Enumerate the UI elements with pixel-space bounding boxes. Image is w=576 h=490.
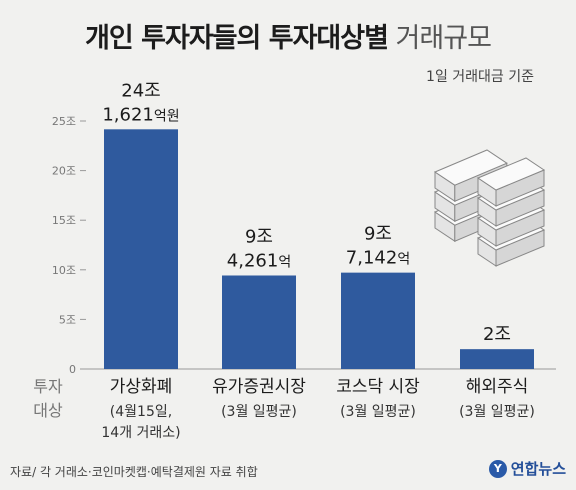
data-label-main: 9조	[364, 224, 392, 245]
chart-title: 개인 투자자들의 투자대상별 거래규모	[0, 16, 576, 55]
bar-2	[222, 275, 296, 369]
category-note: (3월 일평균)	[340, 404, 416, 420]
yonhap-logo: Y 연합뉴스	[488, 458, 566, 479]
logo-text: 연합뉴스	[510, 460, 566, 478]
category-label: 해외주식	[466, 377, 529, 397]
data-label-sub: 7,142억	[346, 248, 410, 269]
y-tick-label: 15조	[52, 214, 76, 227]
logo-mark-icon: Y	[488, 459, 507, 478]
category-label: 코스닥 시장	[336, 377, 420, 397]
data-label-main: 9조	[245, 226, 273, 247]
y-axis-label: 투자	[33, 377, 63, 396]
source-note: 자료/ 각 거래소·코인마켓캡·예탁결제원 자료 취합	[10, 465, 258, 479]
y-tick-label: 0	[69, 363, 76, 376]
category-label: 유가증권시장	[212, 377, 306, 397]
y-tick-label: 10조	[52, 264, 76, 277]
money-stack-icon	[433, 149, 546, 267]
bar-3	[341, 272, 415, 369]
category-note: (4월15일,	[110, 404, 172, 420]
y-tick-label: 5조	[59, 313, 76, 326]
data-label-sub: 1,621억원	[102, 104, 179, 125]
y-tick-label: 20조	[52, 165, 76, 178]
y-axis-label: 대상	[33, 401, 63, 420]
category-label: 가상화폐	[110, 377, 173, 397]
title-main: 개인 투자자들의 투자대상별	[85, 23, 389, 54]
data-label-sub: 4,261억	[227, 250, 291, 271]
data-label-main: 24조	[121, 80, 160, 101]
category-note: (3월 일평균)	[221, 404, 297, 420]
chart-subtitle: 1일 거래대금 기준	[426, 69, 534, 85]
title-light: 거래규모	[395, 23, 492, 54]
data-label-main: 2조	[483, 324, 511, 345]
y-tick-label: 25조	[52, 115, 76, 128]
category-note: (3월 일평균)	[459, 404, 535, 420]
bar-1	[104, 129, 178, 369]
bar-4	[460, 349, 534, 369]
category-note: 14개 거래소)	[101, 425, 180, 441]
